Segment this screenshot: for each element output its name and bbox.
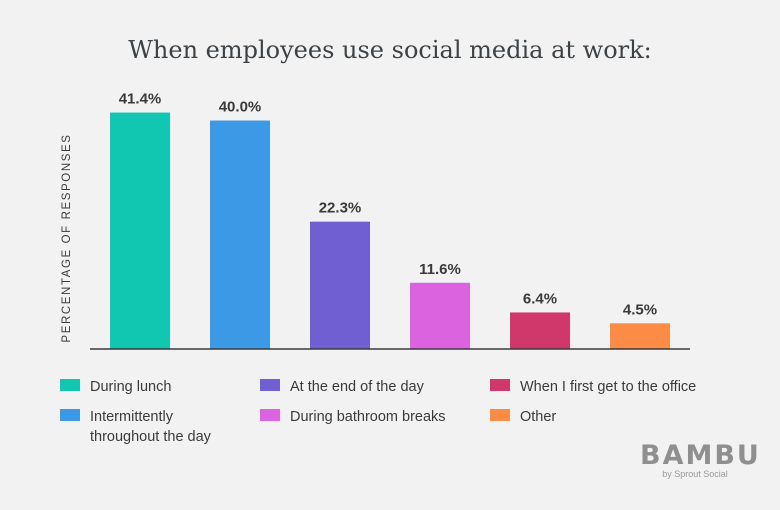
logo-subtext: by Sprout Social: [662, 469, 728, 479]
bar-value-label-2: 40.0%: [219, 99, 262, 116]
bar-value-label-1: 41.4%: [119, 91, 162, 108]
logo-text: BAMBU: [640, 440, 761, 471]
bar-1: [110, 112, 170, 349]
chart-title: When employees use social media at work:: [128, 36, 652, 64]
bar-2: [210, 120, 270, 349]
y-axis-label: PERCENTAGE OF RESPONSES: [61, 133, 73, 342]
bar-4: [410, 282, 470, 349]
bar-5: [510, 312, 570, 349]
bambu-logo: BAMBU by Sprout Social: [640, 440, 761, 479]
bar-3: [310, 221, 370, 349]
bar-value-label-5: 6.4%: [523, 290, 557, 307]
bar-6: [610, 323, 670, 349]
bar-value-label-3: 22.3%: [319, 200, 362, 217]
bar-value-label-4: 11.6%: [419, 261, 461, 278]
bar-value-label-6: 4.5%: [623, 301, 657, 318]
